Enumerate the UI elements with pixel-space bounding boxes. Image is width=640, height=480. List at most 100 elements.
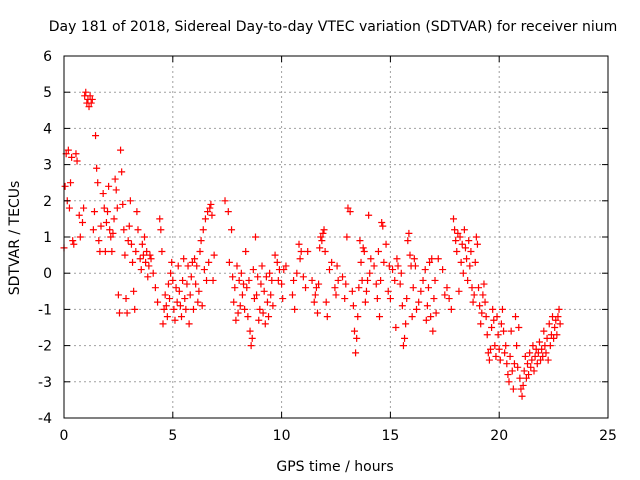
data-point <box>149 269 157 277</box>
data-point <box>124 237 132 245</box>
data-point <box>255 316 263 324</box>
data-point <box>522 374 530 382</box>
data-point <box>242 247 250 255</box>
data-point <box>146 251 154 259</box>
data-point <box>350 327 358 335</box>
data-point <box>384 287 392 295</box>
data-point <box>538 345 546 353</box>
data-point <box>119 200 127 208</box>
data-point <box>367 255 375 263</box>
data-point <box>108 247 116 255</box>
data-point <box>210 251 218 259</box>
data-point <box>315 280 323 288</box>
data-point <box>244 313 252 321</box>
data-point <box>249 266 257 274</box>
data-point <box>506 352 514 360</box>
data-point <box>231 284 239 292</box>
data-point <box>203 276 211 284</box>
data-point <box>459 269 467 277</box>
data-point <box>480 280 488 288</box>
data-point <box>131 305 139 313</box>
data-point <box>325 266 333 274</box>
y-axis-label: SDTVAR / TECUs <box>7 181 23 296</box>
data-point <box>127 240 135 248</box>
data-point <box>497 320 505 328</box>
data-point <box>403 295 411 303</box>
data-point <box>248 334 256 342</box>
data-point <box>201 215 209 223</box>
data-point <box>398 302 406 310</box>
data-point <box>167 269 175 277</box>
data-point <box>198 302 206 310</box>
data-point <box>359 244 367 252</box>
x-tick-label: 10 <box>273 428 291 444</box>
data-point <box>106 226 114 234</box>
data-point <box>196 247 204 255</box>
data-point <box>488 324 496 331</box>
data-point <box>206 204 214 212</box>
data-point <box>163 313 171 321</box>
data-point <box>320 226 328 234</box>
data-point <box>464 276 472 284</box>
data-point <box>97 222 105 230</box>
data-point <box>397 269 405 277</box>
data-point <box>349 302 357 310</box>
data-point <box>260 287 268 295</box>
data-point <box>555 305 563 313</box>
data-point <box>379 222 387 230</box>
data-point <box>258 262 266 270</box>
data-point <box>460 226 468 234</box>
data-point <box>542 349 550 357</box>
data-point <box>268 276 276 284</box>
data-point <box>129 258 137 266</box>
data-point <box>247 342 255 350</box>
data-point <box>73 157 81 165</box>
data-point <box>361 298 369 306</box>
data-point <box>104 208 112 216</box>
data-point <box>191 255 199 263</box>
data-point <box>394 262 402 270</box>
data-point <box>443 284 451 292</box>
data-point <box>386 295 394 303</box>
data-point <box>429 327 437 335</box>
data-point <box>479 291 487 299</box>
x-tick-label: 20 <box>490 428 508 444</box>
data-point <box>269 302 277 310</box>
data-point <box>421 266 429 274</box>
data-point <box>410 255 418 263</box>
data-point <box>428 255 436 263</box>
data-point <box>357 258 365 266</box>
data-point <box>78 219 86 227</box>
data-point <box>288 291 296 299</box>
data-point <box>500 327 508 335</box>
data-point <box>471 258 479 266</box>
data-point <box>517 385 525 393</box>
data-point <box>482 313 490 321</box>
data-point <box>323 313 331 321</box>
data-point <box>520 367 528 375</box>
x-tick-label: 0 <box>60 428 69 444</box>
data-point <box>498 305 506 313</box>
data-point <box>111 175 119 183</box>
data-point <box>147 255 155 263</box>
data-point <box>154 298 162 306</box>
data-point <box>133 208 141 216</box>
data-point <box>321 247 329 255</box>
data-point <box>230 298 238 306</box>
data-point <box>145 262 153 270</box>
data-point <box>423 302 431 310</box>
data-point <box>69 237 77 245</box>
data-point <box>434 255 442 263</box>
data-point <box>318 237 326 245</box>
data-point <box>427 313 435 321</box>
data-point <box>280 266 288 274</box>
data-point <box>312 284 320 292</box>
data-point <box>475 284 483 292</box>
data-point <box>528 356 536 364</box>
data-point <box>184 262 192 270</box>
data-point <box>257 280 265 288</box>
data-point <box>156 215 164 223</box>
data-point <box>262 273 270 281</box>
data-point <box>224 208 232 216</box>
data-point <box>529 342 537 350</box>
